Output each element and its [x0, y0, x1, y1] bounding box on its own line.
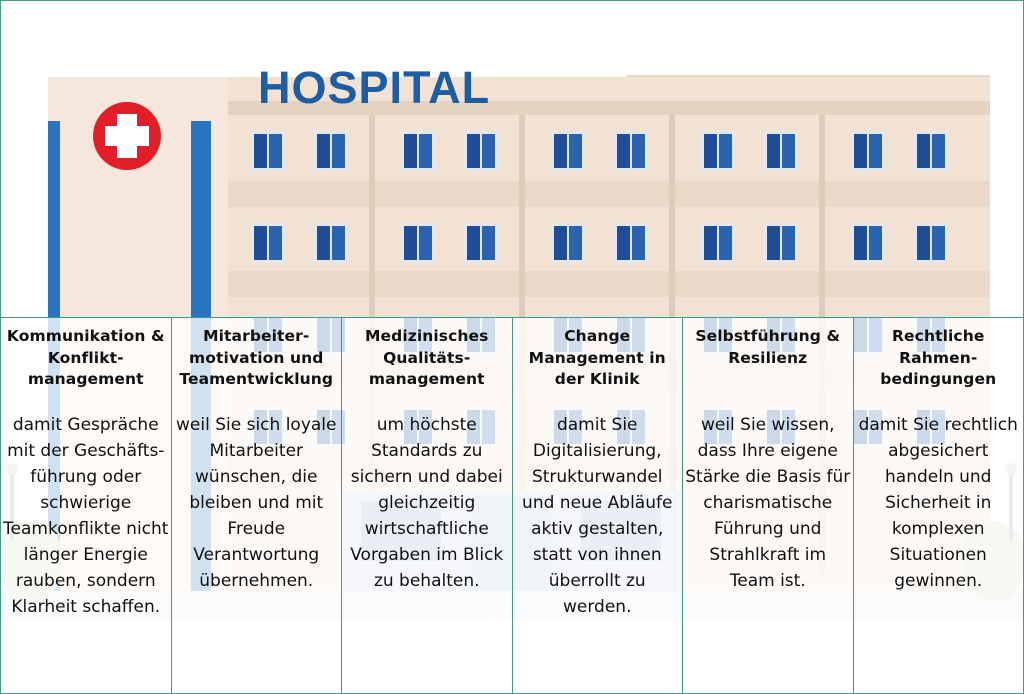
topic-columns: Kommunikation & Konflikt-management dami…: [1, 317, 1023, 693]
column-text: damit Sie rechtlich abgesichert handeln …: [858, 415, 1018, 591]
column-kommunikation: Kommunikation & Konflikt-management dami…: [1, 318, 172, 693]
column-title: Change Management in der Klinik: [528, 327, 666, 388]
column-text: weil Sie wissen, dass Ihre eigene Stärke…: [685, 415, 851, 591]
column-text: damit Sie Digitalisierung, Strukturwande…: [522, 415, 673, 617]
hospital-sign: HOSPITAL: [258, 62, 490, 113]
column-change-management: Change Management in der Klinik damit Si…: [512, 318, 683, 693]
column-title: Selbstführung & Resilienz: [695, 327, 841, 367]
column-qualitaetsmanagement: Medizinisches Qualitäts-management um hö…: [342, 318, 513, 693]
column-rechtliche-rahmenbedingungen: Rechtliche Rahmen-bedingungen damit Sie …: [853, 318, 1023, 693]
column-text: um höchste Standards zu sichern und dabe…: [350, 415, 504, 591]
column-title: Medizinisches Qualitäts-management: [364, 327, 489, 388]
column-text: weil Sie sich loyale Mitarbeiter wünsche…: [176, 415, 337, 591]
column-title: Rechtliche Rahmen-bedingungen: [880, 327, 997, 388]
column-text: damit Gespräche mit der Geschäfts-führun…: [3, 415, 169, 617]
column-selbstfuehrung: Selbstführung & Resilienz weil Sie wisse…: [683, 318, 854, 693]
column-mitarbeitermotivation: Mitarbeiter-motivation und Teamentwicklu…: [171, 318, 342, 693]
red-cross-icon: [93, 102, 161, 170]
column-title: Kommunikation & Konflikt-management: [6, 327, 165, 388]
column-title: Mitarbeiter-motivation und Teamentwicklu…: [179, 327, 334, 388]
